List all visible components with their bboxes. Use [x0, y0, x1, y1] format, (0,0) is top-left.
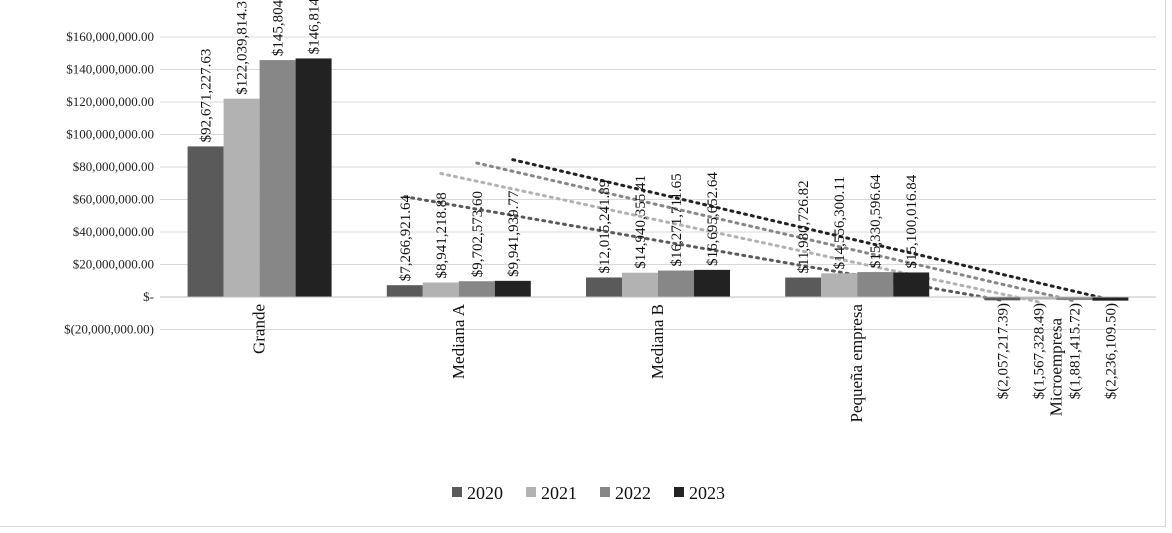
data-label: $15,100,016.84	[904, 174, 920, 268]
y-axis-tick-labels: $(20,000,000.00) $- $20,000,000.00 $40,000,…	[64, 29, 154, 337]
bar-2023	[694, 269, 730, 297]
data-label: $16,271,711.65	[669, 173, 685, 266]
category-label: Mediana B	[648, 304, 667, 379]
category-label: Mediana A	[449, 303, 468, 379]
bar-2020	[984, 297, 1021, 301]
data-label: $8,941,218.88	[434, 192, 450, 278]
legend-label: 2023	[689, 483, 725, 503]
data-label: $12,015,241.89	[597, 180, 613, 274]
category-label: Pequeña empresa	[847, 304, 866, 423]
bar-2021	[1020, 297, 1057, 300]
legend-label: 2022	[615, 483, 651, 503]
data-label: $(1,567,328.49)	[1031, 303, 1047, 399]
y-tick-label: $140,000,000.00	[66, 62, 154, 77]
legend-swatch-2022	[600, 487, 610, 497]
data-label: $(1,881,415.72)	[1067, 303, 1083, 399]
y-tick-label: $60,000,000.00	[73, 192, 154, 207]
data-label: $(2,057,217.39)	[995, 303, 1011, 399]
data-label: $9,702,573.60	[470, 191, 486, 277]
bar-2021	[223, 98, 260, 297]
data-label: $14,940,355.41	[633, 175, 649, 269]
legend-swatch-2020	[452, 487, 462, 497]
data-label: $(2,236,109.50)	[1103, 303, 1119, 399]
trendline-2023	[511, 158, 1112, 302]
data-label: $145,804,390.13	[271, 0, 287, 56]
data-label: $11,980,726.82	[796, 180, 812, 273]
data-label: $14,556,300.11	[832, 176, 848, 269]
bar-2023	[494, 280, 531, 297]
data-labels: $92,671,227.63 $122,039,814.31 $145,804,39…	[199, 0, 1120, 399]
bar-2023	[1092, 297, 1129, 301]
category-label: Grande	[250, 304, 269, 354]
legend: 2020 2021 2022 2023	[452, 483, 725, 503]
y-tick-label: $100,000,000.00	[66, 127, 154, 142]
bar-2022	[458, 281, 495, 297]
y-tick-label: $-	[143, 289, 154, 304]
x-axis-category-labels: Grande Mediana A Mediana B Pequeña empresa M…	[250, 303, 1066, 422]
bar-2021	[622, 272, 658, 297]
y-tick-label: $(20,000,000.00)	[64, 322, 154, 337]
bar-2021	[422, 282, 459, 297]
data-label: $9,941,939.77	[506, 190, 522, 277]
legend-label: 2020	[467, 483, 503, 503]
bar-2023	[893, 272, 930, 297]
y-tick-label: $120,000,000.00	[66, 94, 154, 109]
bar-2020	[785, 277, 822, 297]
legend-swatch-2021	[526, 487, 536, 497]
bars	[187, 58, 1129, 301]
y-tick-label: $80,000,000.00	[73, 159, 154, 174]
bar-2023	[295, 58, 332, 297]
bar-2022	[259, 60, 296, 297]
data-label: $92,671,227.63	[199, 49, 215, 143]
bar-2022	[1056, 297, 1093, 301]
bar-2022	[857, 272, 894, 297]
y-tick-label: $20,000,000.00	[73, 257, 154, 272]
legend-label: 2021	[541, 483, 577, 503]
bar-2020	[187, 146, 224, 297]
trendline-2022	[475, 161, 1076, 303]
y-tick-label: $40,000,000.00	[73, 224, 154, 239]
legend-swatch-2023	[674, 487, 684, 497]
bar-2021	[821, 273, 858, 297]
y-tick-label: $160,000,000.00	[66, 29, 154, 44]
data-label: $7,266,921.64	[398, 194, 414, 281]
category-label: Microempresa	[1046, 318, 1065, 417]
data-label: $146,814,850.12	[307, 0, 323, 54]
bar-2022	[658, 270, 694, 297]
data-label: $16,695,652.64	[705, 172, 721, 266]
data-label: $15,330,596.64	[868, 174, 884, 268]
bar-2020	[586, 277, 622, 297]
data-label: $122,039,814.31	[235, 0, 251, 95]
bar-2020	[386, 285, 423, 297]
